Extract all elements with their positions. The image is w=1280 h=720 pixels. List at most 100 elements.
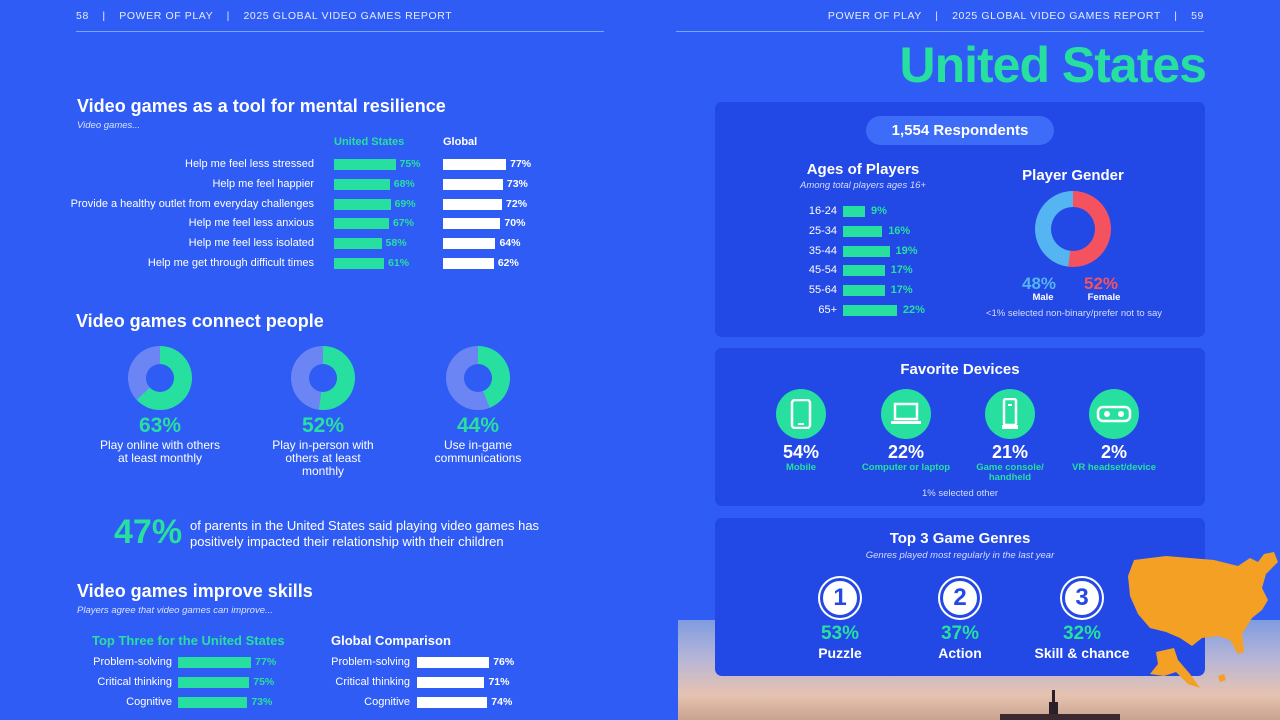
skill-us-pct: 73% bbox=[251, 696, 273, 708]
row-label: Help me feel happier bbox=[212, 177, 314, 190]
page-number-right: 59 bbox=[1191, 10, 1204, 22]
connect-label: Play online with others at least monthly bbox=[90, 438, 230, 466]
genre-pct: 37% bbox=[940, 623, 980, 644]
separator: | bbox=[1174, 10, 1178, 22]
skill-label: Critical thinking bbox=[97, 676, 172, 688]
global-pct: 62% bbox=[497, 257, 519, 269]
genre-name: Skill & chance bbox=[1034, 645, 1130, 661]
age-bar bbox=[843, 245, 890, 257]
global-bar bbox=[443, 178, 503, 190]
laptop-icon bbox=[890, 402, 922, 426]
mobile-phone-icon bbox=[790, 399, 812, 429]
male-label: Male bbox=[1032, 292, 1054, 303]
report-text: 2025 GLOBAL VIDEO GAMES REPORT bbox=[952, 10, 1161, 22]
connect-donut bbox=[128, 346, 192, 410]
us-bar bbox=[334, 258, 385, 269]
device-label: VR headset/device bbox=[1054, 462, 1174, 473]
age-pct: 17% bbox=[890, 284, 913, 297]
device-circle bbox=[985, 389, 1035, 439]
age-pct: 17% bbox=[890, 264, 913, 277]
age-label: 35-44 bbox=[808, 244, 837, 257]
us-bar bbox=[334, 238, 382, 250]
global-bar bbox=[443, 238, 496, 250]
global-pct: 70% bbox=[504, 217, 526, 230]
connect-pct: 52% bbox=[301, 414, 345, 437]
female-label: Female bbox=[1087, 292, 1121, 303]
header-divider-left bbox=[76, 31, 604, 32]
us-bar bbox=[334, 178, 390, 190]
us-bar bbox=[334, 198, 391, 210]
age-label: 55-64 bbox=[808, 284, 837, 297]
age-bar bbox=[843, 225, 883, 237]
global-bar bbox=[443, 258, 494, 269]
skill-us-bar bbox=[178, 697, 248, 708]
device-label-line: VR headset/device bbox=[1072, 462, 1156, 473]
connect-title: Video games connect people bbox=[76, 311, 324, 331]
device-pct: 54% bbox=[782, 442, 820, 462]
us-pct: 58% bbox=[385, 237, 407, 250]
female-pct: 52% bbox=[1084, 274, 1119, 293]
connect-pct: 63% bbox=[138, 414, 182, 437]
age-pct: 22% bbox=[902, 304, 925, 316]
skill-us-bar bbox=[178, 677, 250, 688]
header-right: POWER OF PLAY | 2025 GLOBAL VIDEO GAMES … bbox=[828, 10, 1204, 22]
device-label: Mobile bbox=[741, 462, 861, 473]
us-pct: 68% bbox=[393, 177, 415, 190]
resilience-subtitle: Video games... bbox=[77, 120, 141, 131]
skills-us-header: Top Three for the United States bbox=[92, 633, 285, 648]
skills-title: Video games improve skills bbox=[77, 581, 313, 601]
row-label: Provide a healthy outlet from everyday c… bbox=[70, 197, 314, 210]
report-text: 2025 GLOBAL VIDEO GAMES REPORT bbox=[243, 10, 453, 22]
us-pct: 61% bbox=[388, 257, 410, 269]
connect-label-line: others at least bbox=[285, 451, 361, 466]
device-label: Computer or laptop bbox=[846, 462, 966, 473]
skill-us-pct: 77% bbox=[255, 656, 277, 668]
skill-us-pct: 75% bbox=[253, 676, 275, 688]
genre-pct: 53% bbox=[820, 623, 860, 644]
age-pct: 19% bbox=[895, 244, 918, 257]
ages-subtitle: Among total players ages 16+ bbox=[800, 180, 926, 191]
connect-label-line: Use in-game bbox=[443, 438, 513, 452]
row-label: Help me feel less stressed bbox=[185, 158, 314, 170]
gender-donut-chart bbox=[1035, 191, 1111, 267]
skill-global-pct: 76% bbox=[493, 656, 515, 668]
global-pct: 72% bbox=[506, 197, 528, 210]
skills-subtitle: Players agree that video games can impro… bbox=[77, 605, 273, 616]
skill-global-pct: 71% bbox=[488, 676, 510, 688]
skill-global-bar bbox=[417, 697, 488, 708]
global-bar bbox=[443, 218, 501, 230]
skill-label: Critical thinking bbox=[335, 676, 410, 688]
device-label-line: handheld bbox=[988, 472, 1032, 484]
ages-title: Ages of Players bbox=[806, 161, 920, 178]
separator: | bbox=[935, 10, 939, 22]
respondents-badge: 1,554 Respondents bbox=[866, 116, 1054, 145]
skill-global-pct: 74% bbox=[491, 696, 513, 708]
connect-label-line: monthly bbox=[301, 464, 345, 479]
device-pct: 2% bbox=[1100, 442, 1127, 462]
connect-donut bbox=[291, 346, 355, 410]
connect-pct: 44% bbox=[456, 414, 500, 437]
genre-pct: 32% bbox=[1062, 623, 1102, 644]
genre-rank-badge: 1 bbox=[820, 578, 860, 618]
connect-label-line: communications bbox=[434, 451, 522, 466]
devices-title: Favorite Devices bbox=[900, 361, 1020, 378]
genre-name: Puzzle bbox=[818, 645, 862, 661]
skill-label: Problem-solving bbox=[331, 656, 410, 668]
devices-note: 1% selected other bbox=[921, 488, 999, 499]
header-left: 58 | POWER OF PLAY | 2025 GLOBAL VIDEO G… bbox=[76, 10, 452, 22]
age-bar bbox=[843, 265, 885, 277]
device-label-line: Game console/ bbox=[976, 462, 1044, 473]
skills-global-header: Global Comparison bbox=[331, 633, 451, 648]
genres-title: Top 3 Game Genres bbox=[889, 530, 1031, 547]
column-header-global: Global bbox=[443, 136, 478, 148]
country-title: United States bbox=[899, 37, 1207, 93]
connect-label: Use in-game communications bbox=[408, 438, 548, 466]
parents-text-line1: of parents in the United States said pla… bbox=[190, 518, 540, 533]
global-pct: 77% bbox=[510, 158, 532, 170]
connect-label-line: at least monthly bbox=[117, 451, 203, 466]
us-pct: 75% bbox=[399, 158, 421, 170]
device-pct: 22% bbox=[887, 442, 925, 462]
brand-text: POWER OF PLAY bbox=[119, 10, 214, 22]
device-pct: 21% bbox=[991, 442, 1029, 462]
separator: | bbox=[102, 10, 106, 22]
